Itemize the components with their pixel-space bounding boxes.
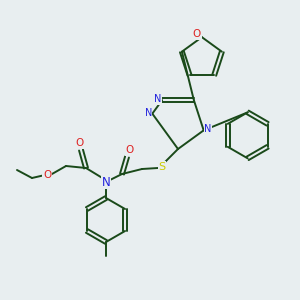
Text: N: N [154,94,162,104]
Text: O: O [76,138,84,148]
Text: N: N [102,176,110,188]
Text: O: O [43,170,51,180]
Text: O: O [193,29,201,39]
Text: O: O [126,145,134,155]
Text: S: S [158,162,166,172]
Text: N: N [145,108,152,118]
Text: N: N [204,124,212,134]
